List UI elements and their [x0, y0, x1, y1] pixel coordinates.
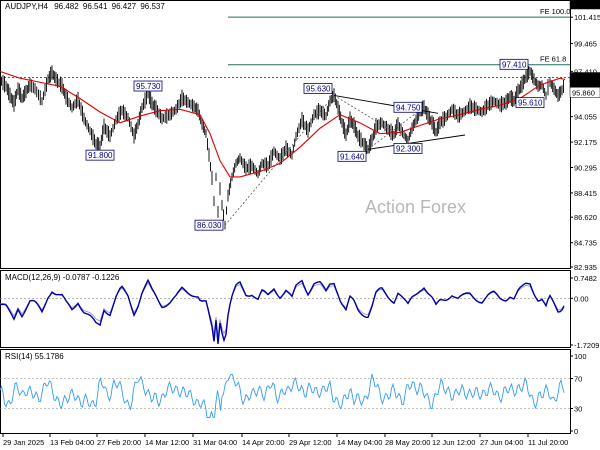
x-tick-label: 11 Jul 20:00: [528, 438, 568, 447]
price-label-box: [85, 149, 115, 161]
price-tick-label: 94.055: [574, 113, 597, 122]
x-tick-label: 27 Jun 04:00: [480, 438, 523, 447]
price-label-text: 97.410: [502, 60, 527, 69]
price-tick-label: 84.735: [574, 239, 597, 248]
x-tick-label: 29 Apr 12:00: [289, 438, 332, 447]
price-label-text: 94.750: [396, 103, 421, 112]
x-tick-label: 31 Mar 04:00: [193, 438, 237, 447]
triangle-lower-line: [367, 134, 466, 150]
rsi-line: [0, 373, 565, 419]
current-price-label: 102.390: [572, 0, 599, 9]
rsi-tick-label: 0: [574, 427, 578, 436]
price-label-text: 95.730: [136, 82, 161, 91]
price-tick-label: 99.465: [574, 40, 597, 49]
price-tick-label: 88.415: [574, 189, 597, 198]
macd-tick-label: -1.7209: [574, 341, 599, 350]
price-title: AUDJPY,H4 96.482 96.541 96.427 96.537: [5, 2, 165, 11]
rsi-tick-label: 30: [574, 405, 582, 414]
x-tick-label: 29 Jan 2025: [3, 438, 44, 447]
price-tick-label: 86.620: [574, 213, 597, 222]
rsi-title: RSI(14) 55.1786: [5, 352, 64, 361]
price-label-box: [194, 219, 224, 231]
price-label-text: 95.630: [306, 84, 331, 93]
rsi-layer: [0, 373, 570, 419]
price-label-box: [393, 143, 423, 154]
price-label-text: 91.640: [340, 152, 365, 161]
x-tick-label: 12 Jun 12:00: [432, 438, 475, 447]
price-label-box: [515, 97, 545, 109]
price-label-box: [393, 101, 423, 113]
price-label-text: 91.800: [88, 151, 113, 160]
moving-average-line: [0, 70, 566, 178]
macd-title: MACD(12,26,9) -0.0787 -0.1226: [5, 273, 120, 282]
price-label-box: [499, 58, 529, 70]
fib-label: FE 61.8: [540, 55, 566, 64]
macd-layer: [0, 278, 570, 344]
price-tick-label: 97.410: [574, 67, 597, 76]
macd-panel: [0, 270, 571, 348]
projection-line: [333, 95, 409, 141]
price-label-text: 92.300: [396, 144, 421, 153]
price-panel: [0, 0, 571, 269]
current-price-box: [569, 0, 600, 10]
current-price-label: 96.537: [572, 79, 595, 88]
price-label-text: 95.610: [518, 99, 543, 108]
watermark: Action Forex: [365, 197, 466, 217]
price-tick-label: 92.175: [574, 138, 597, 147]
macd-tick-label: 0.7482: [574, 274, 597, 283]
macd-tick-label: 0.00: [574, 294, 589, 303]
current-price-label: 95.860: [572, 88, 595, 97]
x-tick-label: 14 May 04:00: [337, 438, 382, 447]
price-label-box: [337, 150, 367, 162]
x-tick-label: 27 Feb 20:00: [97, 438, 141, 447]
rsi-tick-label: 70: [574, 375, 582, 384]
x-tick-label: 13 Feb 04:00: [50, 438, 94, 447]
price-label-text: 86.030: [197, 221, 222, 230]
price-label-box: [303, 82, 333, 94]
macd-line: [0, 278, 565, 344]
price-layer: FE 100.0 FE 61.8 95.730 91.800 86.030 95.630 9…: [0, 7, 570, 231]
x-tick-label: 28 May 20:00: [385, 438, 430, 447]
price-tick-label: 90.295: [574, 164, 597, 173]
x-tick-label: 14 Apr 20:00: [242, 438, 285, 447]
projection-line: [224, 95, 335, 226]
price-tick-label: 82.935: [574, 263, 597, 272]
current-price-box: [569, 87, 600, 98]
x-tick-label: 14 Mar 12:00: [145, 438, 189, 447]
fib-label: FE 100.0: [540, 7, 570, 16]
rsi-tick-label: 100: [574, 352, 587, 361]
price-label-box: [133, 80, 163, 92]
price-tick-label: 101.415: [574, 13, 600, 22]
